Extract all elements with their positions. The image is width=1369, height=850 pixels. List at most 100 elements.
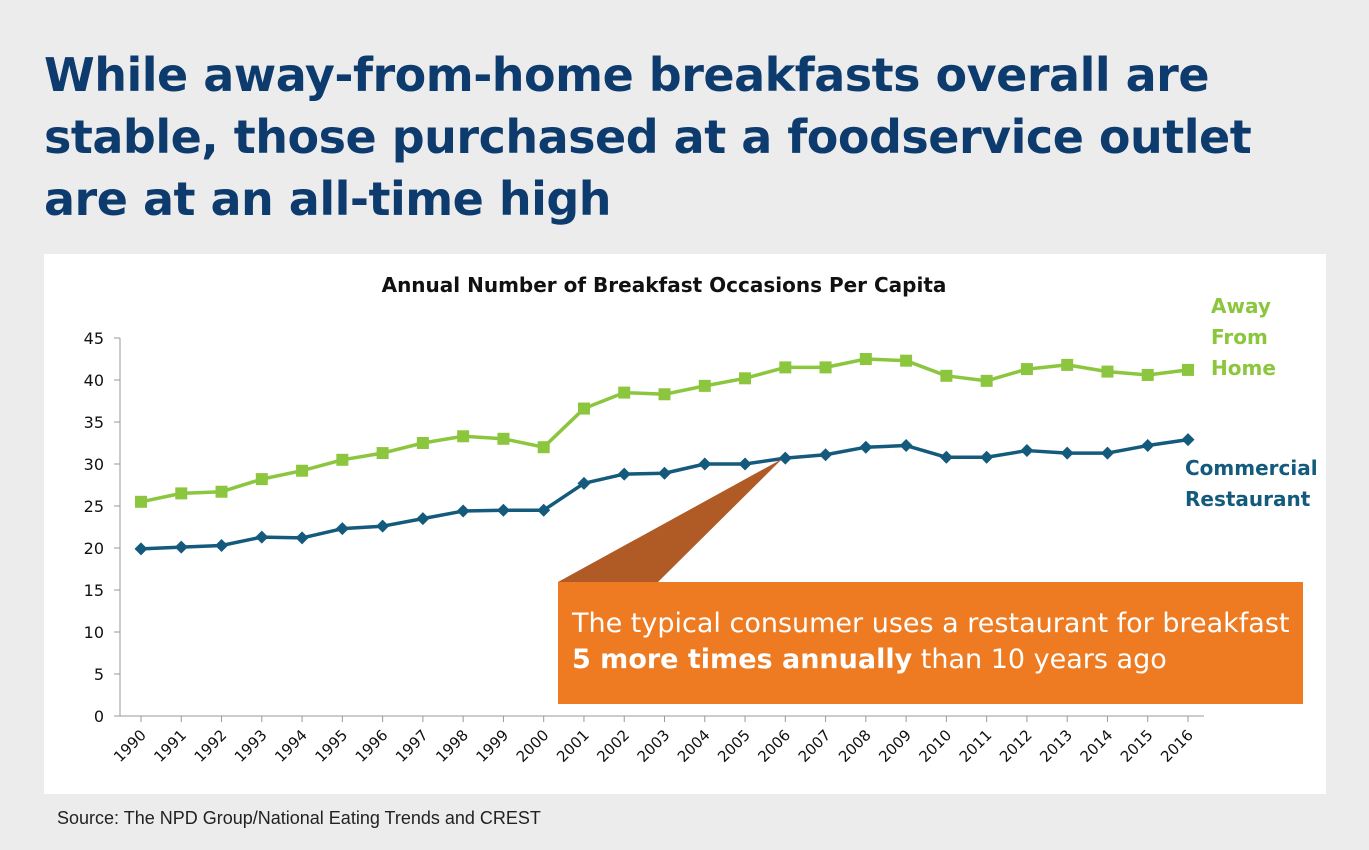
- x-tick-label: 2011: [956, 726, 996, 766]
- y-tick-label: 10: [84, 623, 104, 642]
- x-tick-label: 2013: [1036, 726, 1076, 766]
- x-tick-label: 2006: [754, 726, 794, 766]
- data-point: [738, 457, 752, 471]
- series-line: [140, 357, 1189, 504]
- data-point: [698, 379, 711, 392]
- data-point: [658, 466, 671, 480]
- data-point: [416, 437, 429, 449]
- data-point: [496, 503, 510, 517]
- data-point: [376, 447, 389, 460]
- data-point: [1101, 365, 1114, 378]
- series-label: Commercial: [1185, 456, 1318, 480]
- series-label: Home: [1211, 356, 1276, 380]
- data-point: [577, 476, 591, 490]
- x-tick-label: 1999: [473, 726, 513, 766]
- data-point: [1060, 446, 1074, 460]
- x-tick-label: 1993: [231, 726, 271, 766]
- x-tick-label: 2008: [835, 726, 875, 766]
- series-label: From: [1211, 325, 1268, 349]
- data-point: [900, 354, 913, 367]
- chart-title: Annual Number of Breakfast Occasions Per…: [382, 273, 947, 297]
- data-point: [295, 531, 309, 545]
- x-tick-label: 1994: [271, 726, 311, 766]
- data-point: [174, 540, 188, 554]
- data-point: [336, 453, 349, 466]
- x-tick-label: 2004: [674, 726, 714, 766]
- data-point: [778, 451, 792, 465]
- series-labels: Away From Home Commercial Restaurant: [1185, 294, 1318, 511]
- y-tick-label: 40: [84, 371, 104, 390]
- y-axis-ticks: 0 5 10 15 20 25 30 35 40 45: [84, 329, 120, 726]
- callout-box: The typical consumer uses a restaurant f…: [558, 582, 1303, 704]
- data-point: [980, 374, 993, 387]
- data-point: [1141, 439, 1155, 453]
- data-point: [537, 441, 550, 454]
- data-point: [1141, 368, 1154, 381]
- x-tick-label: 2015: [1117, 726, 1157, 766]
- series-layer: [134, 353, 1195, 556]
- data-point: [456, 504, 470, 518]
- data-point: [1020, 363, 1033, 376]
- data-point: [617, 467, 631, 481]
- data-point: [134, 542, 148, 556]
- data-point: [859, 353, 872, 365]
- data-point: [457, 430, 470, 443]
- y-tick-label: 0: [94, 707, 104, 726]
- callout-text: The typical consumer uses a restaurant f…: [572, 606, 1297, 678]
- x-tick-label: 2010: [915, 726, 955, 766]
- data-point: [175, 487, 188, 500]
- data-point: [255, 530, 269, 544]
- callout-rest: than 10 years ago: [912, 644, 1167, 675]
- y-tick-label: 30: [84, 455, 104, 474]
- data-point: [940, 369, 953, 382]
- x-tick-label: 1996: [352, 726, 392, 766]
- data-point: [819, 361, 832, 374]
- x-tick-label: 2014: [1077, 726, 1117, 766]
- data-point: [739, 372, 752, 385]
- series-commercial-restaurant: [134, 433, 1195, 556]
- data-point: [376, 519, 390, 533]
- x-tick-label: 1998: [432, 726, 472, 766]
- data-point: [577, 402, 590, 415]
- data-point: [819, 448, 833, 462]
- callout-bold: 5 more times annually: [572, 644, 913, 675]
- data-point: [335, 522, 349, 536]
- data-point: [416, 512, 430, 526]
- x-tick-label: 1997: [392, 726, 432, 766]
- data-point: [1182, 363, 1194, 376]
- series-label: Away: [1211, 294, 1271, 318]
- series-label: Restaurant: [1185, 487, 1311, 511]
- x-tick-label: 1991: [150, 726, 190, 766]
- x-tick-label: 1995: [311, 726, 351, 766]
- data-point: [135, 495, 147, 508]
- x-tick-label: 2009: [875, 726, 915, 766]
- data-point: [1020, 444, 1034, 458]
- x-tick-label: 2016: [1157, 726, 1197, 766]
- source-note: Source: The NPD Group/National Eating Tr…: [57, 808, 541, 828]
- x-tick-label: 2000: [513, 726, 553, 766]
- data-point: [255, 473, 268, 486]
- x-tick-label: 2003: [634, 726, 674, 766]
- data-point: [658, 388, 671, 401]
- data-point: [980, 450, 994, 464]
- callout-line1: The typical consumer uses a restaurant f…: [572, 608, 1290, 639]
- data-point: [859, 440, 873, 454]
- series-away-from-home: [135, 353, 1194, 508]
- x-tick-label: 2002: [593, 726, 633, 766]
- y-tick-label: 45: [84, 329, 104, 348]
- data-point: [698, 457, 712, 471]
- data-point: [296, 464, 309, 477]
- data-point: [1061, 358, 1074, 371]
- y-tick-label: 20: [84, 539, 104, 558]
- data-point: [215, 538, 229, 552]
- x-tick-label: 2001: [553, 726, 593, 766]
- data-point: [939, 450, 953, 464]
- data-point: [537, 503, 551, 517]
- x-tick-label: 1992: [191, 726, 231, 766]
- data-point: [1181, 433, 1195, 447]
- x-tick-label: 2005: [714, 726, 754, 766]
- x-axis-ticks: 1990 1991 1992 1993 1994 1995 1996 1997 1998 1999…: [110, 716, 1197, 766]
- y-tick-label: 15: [84, 581, 104, 600]
- x-tick-label: 2012: [996, 726, 1036, 766]
